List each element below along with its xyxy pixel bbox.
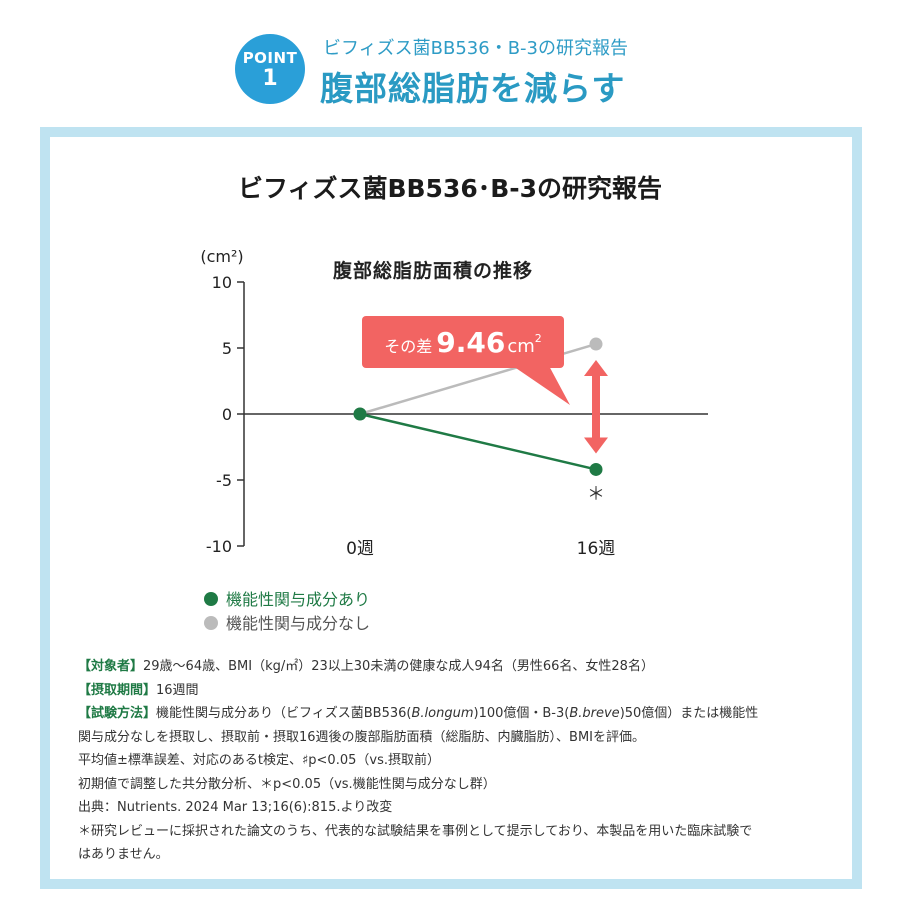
note-method-breve: B.breve [569,706,620,721]
y-tick-label: 10 [212,273,232,292]
point-badge: POINT 1 [235,34,305,104]
note-method-text-2: )100億個・B-3( [473,706,570,721]
note-method-longum: B.longum [411,706,474,721]
study-notes: 【対象者】29歳～64歳、BMI（kg/㎡）23以上30未満の健康な成人94名（… [78,655,838,867]
callout-box [362,316,564,368]
legend-dot-without [204,616,218,630]
series-point-1-1 [589,337,603,351]
legend-item-with: 機能性関与成分あり [204,586,370,610]
note-period: 【摂取期間】16週間 [78,679,838,703]
y-tick-label: 5 [222,339,232,358]
note-disclaimer-1: ＊研究レビューに採択された論文のうち、代表的な試験結果を事例として提示しており、… [78,823,753,839]
note-method-cont: 関与成分なしを摂取し、摂取前・摂取16週後の腹部脂肪面積（総脂肪、内臓脂肪）、B… [78,729,646,745]
diff-arrow-head-down [584,437,608,454]
header-title: 腹部総脂肪を減らす [320,69,626,108]
header-subtitle: ビフィズス菌BB536・B-3の研究報告 [323,38,628,59]
note-source: 出典：Nutrients. 2024 Mar 13;16(6):815.より改変 [78,800,393,815]
point-badge-number: 1 [262,66,278,91]
note-disclaimer-2: はありません。 [78,847,169,862]
y-tick-label: 0 [222,405,232,424]
series-line-0 [359,412,597,471]
note-method: 【試験方法】機能性関与成分あり（ビフィズス菌BB536(B.longum)100… [78,702,838,726]
legend-label-with: 機能性関与成分あり [226,590,371,609]
significance-mark: ＊ [587,484,605,505]
note-subjects-text: 29歳～64歳、BMI（kg/㎡）23以上30未満の健康な成人94名（男性66名… [143,659,654,674]
note-subjects-label: 【対象者】 [78,659,144,674]
legend-item-without: 機能性関与成分なし [204,610,370,634]
point-badge-word: POINT [242,49,298,67]
y-tick-label: -10 [206,537,232,556]
note-method-text-1: 機能性関与成分あり（ビフィズス菌BB536( [156,706,412,721]
content-frame [40,127,862,889]
diff-arrow-shaft [592,374,600,440]
diff-arrow-head-up [584,360,608,377]
y-tick-label: -5 [216,471,232,490]
y-axis-label: (cm²) [200,247,243,266]
note-period-text: 16週間 [156,682,199,698]
chart-title: 腹部総脂肪面積の推移 [333,260,534,282]
note-method-text-3: )50億個）または機能性 [619,706,759,721]
note-stat-2: 初期値で調整した共分散分析、＊p<0.05（vs.機能性関与成分なし群） [78,776,496,792]
note-method-label: 【試験方法】 [78,706,157,721]
note-stat-1: 平均値±標準誤差、対応のあるt検定、♯p<0.05（vs.摂取前） [78,753,440,768]
panel-title: ビフィズス菌BB536･B-3の研究報告 [237,174,663,203]
x-tick-label: 0週 [346,539,374,559]
note-subjects: 【対象者】29歳～64歳、BMI（kg/㎡）23以上30未満の健康な成人94名（… [78,655,838,679]
legend-dot-with [204,592,218,606]
note-period-label: 【摂取期間】 [78,682,157,698]
callout-text: その差 9.46 cm2 [384,326,542,359]
series-point-0-1 [589,462,603,476]
legend-label-without: 機能性関与成分なし [226,614,371,633]
series-point-0-0 [353,407,367,421]
x-tick-label: 16週 [577,539,616,559]
callout-tail [510,364,570,405]
